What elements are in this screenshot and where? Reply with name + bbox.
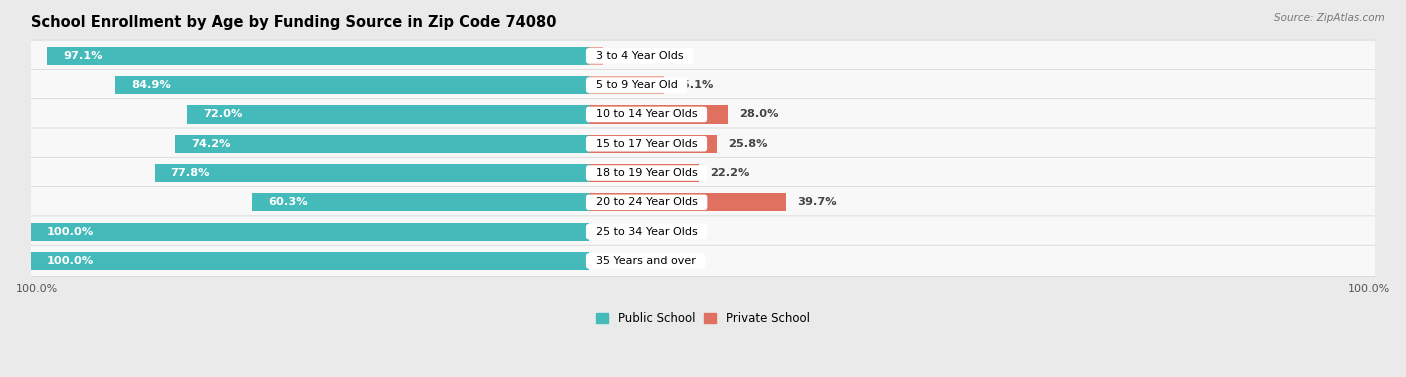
Legend: Public School, Private School: Public School, Private School: [592, 307, 814, 329]
Text: 5 to 9 Year Old: 5 to 9 Year Old: [589, 80, 685, 90]
Bar: [46, 47, 589, 65]
Bar: [31, 252, 589, 270]
Bar: [31, 222, 589, 241]
FancyBboxPatch shape: [24, 245, 1381, 277]
Text: 0.0%: 0.0%: [599, 256, 631, 266]
Text: 60.3%: 60.3%: [269, 197, 308, 207]
Text: 39.7%: 39.7%: [797, 197, 837, 207]
Text: 25 to 34 Year Olds: 25 to 34 Year Olds: [589, 227, 704, 237]
Text: 100.0%: 100.0%: [46, 227, 94, 237]
Text: 20 to 24 Year Olds: 20 to 24 Year Olds: [589, 197, 704, 207]
Text: 35 Years and over: 35 Years and over: [589, 256, 703, 266]
FancyBboxPatch shape: [24, 128, 1381, 159]
Text: 22.2%: 22.2%: [710, 168, 749, 178]
Bar: [589, 193, 786, 211]
Text: 25.8%: 25.8%: [728, 139, 768, 149]
Bar: [589, 47, 603, 65]
FancyBboxPatch shape: [24, 187, 1381, 218]
Bar: [589, 105, 728, 124]
Text: 3 to 4 Year Olds: 3 to 4 Year Olds: [589, 51, 690, 61]
Text: 100.0%: 100.0%: [46, 256, 94, 266]
Text: 2.9%: 2.9%: [614, 51, 645, 61]
FancyBboxPatch shape: [24, 40, 1381, 72]
FancyBboxPatch shape: [24, 157, 1381, 189]
Text: 10 to 14 Year Olds: 10 to 14 Year Olds: [589, 109, 704, 120]
Bar: [174, 135, 589, 153]
Bar: [187, 105, 589, 124]
Text: 0.0%: 0.0%: [599, 227, 631, 237]
Bar: [155, 164, 589, 182]
Text: Source: ZipAtlas.com: Source: ZipAtlas.com: [1274, 13, 1385, 23]
Text: 28.0%: 28.0%: [738, 109, 779, 120]
Text: 97.1%: 97.1%: [63, 51, 103, 61]
Text: 72.0%: 72.0%: [202, 109, 242, 120]
Text: 77.8%: 77.8%: [170, 168, 209, 178]
Bar: [115, 76, 589, 94]
Bar: [252, 193, 589, 211]
Text: 15 to 17 Year Olds: 15 to 17 Year Olds: [589, 139, 704, 149]
FancyBboxPatch shape: [24, 99, 1381, 130]
FancyBboxPatch shape: [24, 69, 1381, 101]
Text: School Enrollment by Age by Funding Source in Zip Code 74080: School Enrollment by Age by Funding Sour…: [31, 15, 557, 30]
Text: 84.9%: 84.9%: [131, 80, 170, 90]
FancyBboxPatch shape: [24, 216, 1381, 247]
Text: 74.2%: 74.2%: [191, 139, 231, 149]
Text: 15.1%: 15.1%: [675, 80, 714, 90]
Bar: [589, 135, 717, 153]
Text: 18 to 19 Year Olds: 18 to 19 Year Olds: [589, 168, 704, 178]
Bar: [589, 164, 699, 182]
Bar: [589, 76, 664, 94]
